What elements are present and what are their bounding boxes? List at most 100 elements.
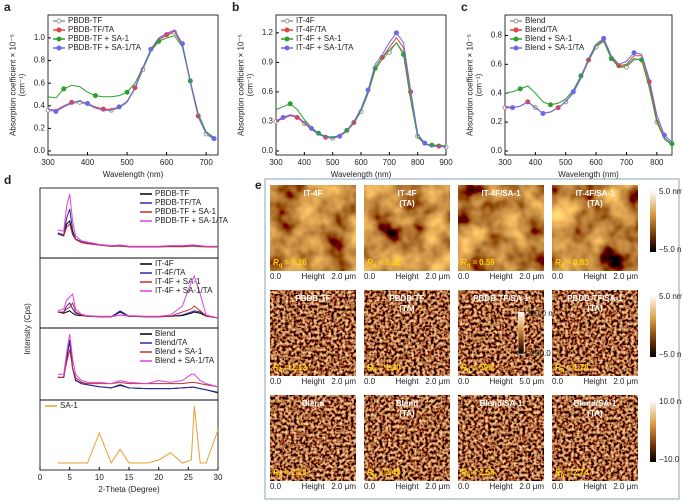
afm-title: PBDB-TF/SA-1 (473, 294, 529, 303)
y-axis-label: Absorption coefficient × 10⁻⁵ (237, 34, 246, 136)
rq-eq: = (472, 363, 477, 372)
series-line (275, 41, 447, 148)
rq-sub: q (467, 263, 471, 269)
y-tick-label: 0.4 (34, 101, 46, 110)
x-tick-label: 800 (411, 158, 425, 167)
scale-origin: 0.0 (270, 377, 282, 386)
series-line (505, 40, 673, 146)
series-line (57, 274, 219, 319)
colorbar-label: 10.0 nm (659, 397, 682, 406)
y-tick-label: 0.8 (34, 56, 46, 65)
series-line (504, 40, 673, 145)
legend-label: Blend/TA (155, 338, 188, 347)
rq-symbol: R (555, 363, 561, 372)
legend-label: Blend (155, 329, 175, 338)
scale-origin: 0.0 (364, 482, 376, 491)
rq-sub: q (279, 473, 283, 479)
y-tick-label: 0.0 (491, 146, 503, 155)
legend-label: Blend + SA-1 (155, 347, 203, 356)
rq-sub: q (373, 473, 377, 479)
y-axis-label: Absorption coefficient × 10⁻⁵ (9, 34, 18, 136)
scale-name: Height (489, 272, 513, 281)
scale-end: 2.0 μm (425, 482, 450, 491)
y-tick-label: 0.8 (491, 31, 503, 40)
rq-sub: q (279, 263, 283, 269)
scale-name: Height (489, 482, 513, 491)
y-tick-label: 0.6 (491, 59, 503, 68)
afm-rq: Rq = 2.49 (367, 468, 401, 478)
rq-sub: q (279, 368, 283, 374)
y-tick-label: 0.6 (262, 87, 274, 96)
afm-rq: Rq = 0.83 (555, 258, 589, 268)
legend-label: IT-4F (296, 16, 315, 25)
rq-eq: = (472, 258, 477, 267)
series-line (275, 31, 447, 148)
legend-marker (513, 27, 519, 33)
marker (510, 105, 516, 111)
series-line (57, 341, 219, 393)
series-line (275, 36, 447, 148)
x-tick-label: 400 (298, 158, 312, 167)
afm-rq: Rq = 0.59 (461, 258, 495, 268)
afm-title: (TA) (399, 304, 415, 313)
colorbar-label: −5.0 nm (659, 350, 682, 359)
scale-end: 5.0 μm (519, 377, 544, 386)
afm-rq: Rq = 1.78 (555, 363, 589, 373)
legend-label: IT-4F (155, 259, 174, 268)
y-tick-label: 1.0 (34, 33, 46, 42)
colorbar (650, 190, 656, 252)
rq-symbol: R (273, 258, 279, 267)
x-tick-label: 15 (125, 473, 134, 482)
marker (661, 132, 667, 138)
afm-image (270, 395, 356, 481)
afm-rq: Rq = 1.20 (367, 363, 401, 373)
x-tick-label: 700 (383, 158, 397, 167)
rq-eq: = (378, 258, 383, 267)
rq-eq: = (566, 363, 571, 372)
x-tick-label: 700 (199, 158, 213, 167)
rq-value: 0.83 (573, 258, 589, 267)
afm-rq: Rq = 2.74 (555, 468, 589, 478)
y-axis-label: (cm⁻¹) (18, 73, 27, 96)
scale-origin: 0.0 (458, 272, 470, 281)
x-tick-label: 500 (326, 158, 340, 167)
scale-name: Height (395, 377, 419, 386)
y-tick-label: 0.4 (491, 88, 503, 97)
afm-title: Blend (396, 399, 418, 408)
rq-value: 2.23 (291, 468, 307, 477)
afm-title: (TA) (587, 409, 603, 418)
marker (570, 89, 576, 95)
y-tick-label: 0.9 (262, 57, 274, 66)
legend-marker (56, 36, 62, 42)
afm-image (270, 185, 356, 271)
legend-label: Blend + SA-1/TA (525, 43, 585, 52)
y-tick-label: 0.2 (491, 117, 503, 126)
legend-marker (513, 45, 519, 51)
marker (308, 125, 314, 131)
scale-end: 2.0 μm (613, 482, 638, 491)
afm-title: IT-4F (398, 189, 417, 198)
legend-marker (513, 18, 519, 24)
scale-origin: 0.0 (552, 272, 564, 281)
series-line (504, 37, 673, 143)
rq-sub: q (373, 263, 377, 269)
rq-symbol: R (555, 258, 561, 267)
rq-sub: q (467, 473, 471, 479)
y-axis-label: (cm⁻¹) (475, 73, 484, 96)
x-axis-label: Wavelength (nm) (331, 170, 392, 179)
x-tick-label: 400 (81, 158, 95, 167)
scale-origin: 0.0 (364, 272, 376, 281)
x-tick-label: 700 (620, 158, 634, 167)
rq-symbol: R (367, 468, 373, 477)
scale-name: Height (395, 482, 419, 491)
scale-name: Height (583, 377, 607, 386)
y-axis-label: Intensity (Cps) (23, 303, 32, 355)
y-tick-label: 0.6 (34, 78, 46, 87)
afm-rq: Rq = 59.2 (461, 363, 495, 373)
scale-end: 2.0 μm (613, 272, 638, 281)
afm-title: (TA) (399, 199, 415, 208)
afm-title: IT-4F/SA-1 (575, 189, 615, 198)
rq-eq: = (284, 363, 289, 372)
scale-name: Height (301, 272, 325, 281)
rq-eq: = (566, 258, 571, 267)
